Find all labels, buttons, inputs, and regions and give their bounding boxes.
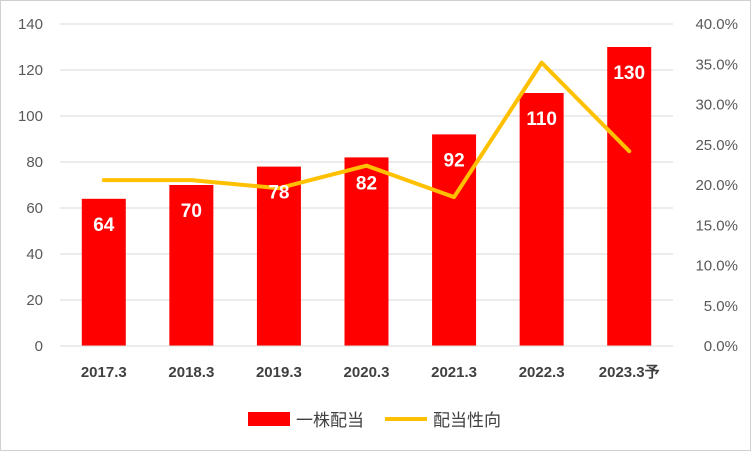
right-tick-label: 40.0% — [695, 16, 738, 33]
right-tick-label: 35.0% — [695, 56, 738, 73]
right-tick-label: 30.0% — [695, 97, 738, 114]
category-label: 2017.3 — [81, 364, 127, 381]
right-tick-label: 15.0% — [695, 217, 738, 234]
bar-series — [81, 47, 652, 346]
line-series — [101, 60, 632, 200]
category-label: 2018.3 — [168, 364, 214, 381]
category-label: 2021.3 — [431, 364, 477, 381]
right-tick-label: 0.0% — [704, 338, 738, 355]
right-tick-label: 5.0% — [704, 298, 738, 315]
right-tick-label: 25.0% — [695, 137, 738, 154]
category-axis: 2017.3 2018.3 2019.3 2020.3 2021.3 2022.3 2023… — [60, 345, 673, 381]
data-label: 82 — [356, 173, 377, 194]
legend-label-line: 配当性向 — [433, 411, 501, 430]
left-tick-label: 80 — [26, 154, 43, 171]
right-tick-label: 10.0% — [695, 258, 738, 275]
left-tick-label: 100 — [18, 108, 43, 125]
bar — [432, 134, 477, 346]
category-label: 2023.3予 — [599, 364, 660, 381]
data-label: 110 — [526, 109, 557, 130]
left-tick-label: 40 — [26, 246, 43, 263]
data-label: 130 — [613, 63, 645, 84]
data-label: 78 — [268, 183, 289, 204]
bar — [169, 185, 214, 346]
left-tick-label: 60 — [26, 200, 43, 217]
bar — [607, 47, 652, 346]
data-label: 92 — [444, 150, 465, 171]
data-labels: 64 70 78 82 92 110 130 — [93, 63, 645, 236]
left-tick-label: 0 — [35, 338, 43, 355]
legend-swatch-bar — [248, 412, 290, 426]
legend: 一株配当 配当性向 — [248, 411, 501, 430]
bar — [256, 166, 301, 346]
line-path — [101, 60, 632, 200]
right-axis-ticks: 0.0% 5.0% 10.0% 15.0% 20.0% 25.0% 30.0% 35.0% 40… — [695, 16, 738, 355]
right-tick-label: 20.0% — [695, 177, 738, 194]
bar — [81, 198, 126, 346]
bar — [519, 93, 564, 346]
category-label: 2019.3 — [256, 364, 302, 381]
left-tick-label: 140 — [18, 16, 43, 33]
left-tick-label: 20 — [26, 292, 43, 309]
category-label: 2022.3 — [519, 364, 565, 381]
data-label: 64 — [93, 215, 115, 236]
left-axis-ticks: 0 20 40 60 80 100 120 140 — [18, 16, 43, 355]
legend-label-bar: 一株配当 — [296, 411, 364, 430]
left-tick-label: 120 — [18, 62, 43, 79]
bar — [344, 157, 389, 346]
category-label: 2020.3 — [344, 364, 390, 381]
data-label: 70 — [181, 201, 202, 222]
